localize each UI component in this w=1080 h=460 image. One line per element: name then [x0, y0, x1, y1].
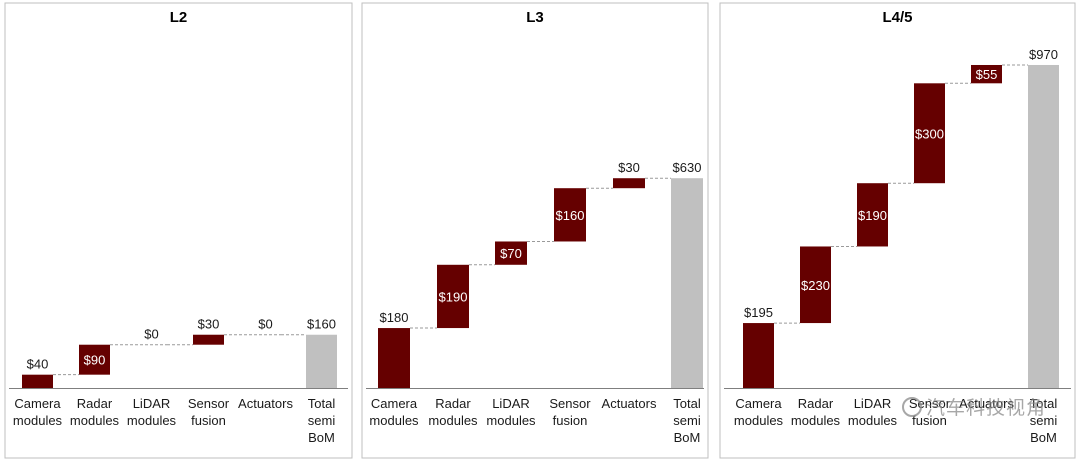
- wechat-icon: [901, 397, 922, 417]
- tick-label-1: Camera modules: [734, 396, 784, 428]
- tick-label-5: Actuators: [959, 396, 1014, 411]
- chart-frame: [4, 2, 353, 459]
- data-label-2: $230: [801, 278, 830, 293]
- bar-3: [495, 241, 527, 265]
- bar-4: [914, 83, 945, 184]
- bar-6: [306, 334, 337, 388]
- data-label-2: $90: [84, 353, 106, 368]
- tick-label-3: LiDAR modules: [848, 396, 898, 428]
- bar-1: [22, 374, 53, 388]
- data-label-3: $70: [500, 246, 522, 261]
- bar-6: [1028, 64, 1059, 389]
- bar-3: [857, 183, 888, 247]
- tick-label-5: Actuators: [602, 396, 657, 411]
- tick-label-6: Total semi BoM: [673, 396, 701, 445]
- tick-label-5: Actuators: [238, 396, 293, 411]
- tick-label-2: Radar modules: [70, 396, 120, 428]
- data-label-3: $0: [144, 327, 158, 342]
- chart-3: L4/5 $195 $230 $190 $300 $55 $970 Camera modules…: [719, 2, 1076, 459]
- data-label-1: $195: [744, 305, 773, 320]
- data-label-4: $30: [198, 317, 220, 332]
- data-label-5: $55: [976, 67, 998, 82]
- chart-2: L3 $180 $190 $70 $160 $30 $630 Camera modules Rad…: [361, 2, 709, 459]
- bar-2: [437, 264, 469, 329]
- data-label-4: $160: [556, 208, 585, 223]
- tick-label-4: Sensor fusion: [188, 396, 230, 428]
- data-label-4: $300: [915, 126, 944, 141]
- bar-4: [193, 334, 224, 345]
- bar-1: [378, 328, 410, 388]
- chart-title: L3: [526, 9, 544, 26]
- tick-label-3: LiDAR modules: [127, 396, 177, 428]
- bar-5: [971, 64, 1002, 84]
- tick-label-6: Total semi BoM: [1030, 396, 1058, 445]
- bar-6: [671, 178, 703, 388]
- data-label-3: $190: [858, 208, 887, 223]
- data-label-5: $30: [618, 160, 640, 175]
- bar-2: [79, 344, 110, 375]
- watermark: 汽车科技视角: [901, 393, 1046, 420]
- tick-label-3: LiDAR modules: [486, 396, 536, 428]
- data-label-6: $630: [673, 160, 702, 175]
- bar-5: [613, 178, 645, 189]
- data-label-5: $0: [258, 317, 272, 332]
- tick-label-6: Total semi BoM: [308, 396, 336, 445]
- tick-label-2: Radar modules: [791, 396, 841, 428]
- tick-label-1: Camera modules: [13, 396, 63, 428]
- data-label-6: $970: [1029, 47, 1058, 62]
- chart-title: L4/5: [882, 9, 912, 26]
- tick-label-4: Sensor fusion: [549, 396, 591, 428]
- watermark-text: 汽车科技视角: [925, 397, 1046, 419]
- tick-label-1: Camera modules: [369, 396, 419, 428]
- bar-4: [554, 188, 586, 242]
- tick-label-2: Radar modules: [428, 396, 478, 428]
- bar-2: [800, 246, 831, 324]
- data-label-1: $180: [380, 310, 409, 325]
- chart-frame: [719, 2, 1076, 459]
- bar-1: [743, 323, 774, 388]
- chart-title: L2: [170, 9, 188, 26]
- data-label-1: $40: [27, 357, 49, 372]
- data-label-6: $160: [307, 317, 336, 332]
- data-label-2: $190: [439, 289, 468, 304]
- chart-frame: [361, 2, 709, 459]
